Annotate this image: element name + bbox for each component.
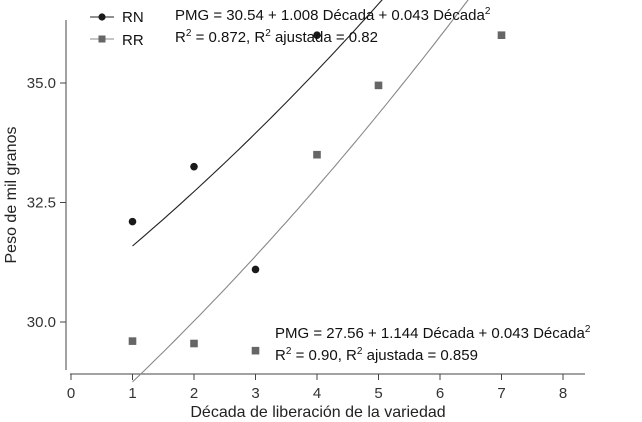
x-tick-label: 3 xyxy=(251,385,259,402)
axes-layer xyxy=(65,20,585,375)
point-rr xyxy=(374,81,383,90)
legend-rr-label: RR xyxy=(122,32,144,49)
rn-r-squared: R2 = 0.872, R2 ajustada = 0.82 xyxy=(175,28,378,46)
point-rr xyxy=(190,339,198,348)
x-tick-label: 7 xyxy=(497,385,505,402)
x-tick-label: 6 xyxy=(436,385,444,402)
point-rr xyxy=(313,150,321,159)
x-tick-label: 0 xyxy=(67,385,75,402)
fit-line-rr xyxy=(132,0,469,383)
legend: RN RR xyxy=(90,9,144,49)
legend-rn-label: RN xyxy=(122,9,144,26)
fit-lines-layer xyxy=(132,0,469,383)
legend-rr-marker xyxy=(98,35,106,43)
point-rn xyxy=(190,162,198,171)
point-rr xyxy=(497,31,506,39)
legend-rn-marker xyxy=(98,13,106,21)
y-tick-label: 30.0 xyxy=(27,314,56,331)
rr-equation: PMG = 27.56 + 1.144 Década + 0.043 Décad… xyxy=(275,324,591,342)
x-axis-title: Década de liberación de la variedad xyxy=(190,404,445,421)
point-rn xyxy=(313,31,321,39)
point-rr xyxy=(128,337,137,345)
rr-r-squared: R2 = 0.90, R2 ajustada = 0.859 xyxy=(275,346,478,364)
y-tick-label: 32.5 xyxy=(27,195,56,212)
y-tick-label: 35.0 xyxy=(27,75,56,92)
x-tick-label: 1 xyxy=(128,385,136,402)
points-layer xyxy=(128,31,506,355)
point-rn xyxy=(251,265,260,274)
fit-line-rn xyxy=(132,0,383,247)
rn-equation: PMG = 30.54 + 1.008 Década + 0.043 Décad… xyxy=(175,6,491,24)
point-rn xyxy=(128,217,137,226)
x-tick-label: 8 xyxy=(559,385,567,402)
x-tick-label: 4 xyxy=(313,385,321,402)
point-rr xyxy=(251,346,260,355)
x-tick-label: 5 xyxy=(374,385,382,402)
y-axis-title: Peso de mil granos xyxy=(3,127,20,264)
x-tick-label: 2 xyxy=(190,385,198,402)
